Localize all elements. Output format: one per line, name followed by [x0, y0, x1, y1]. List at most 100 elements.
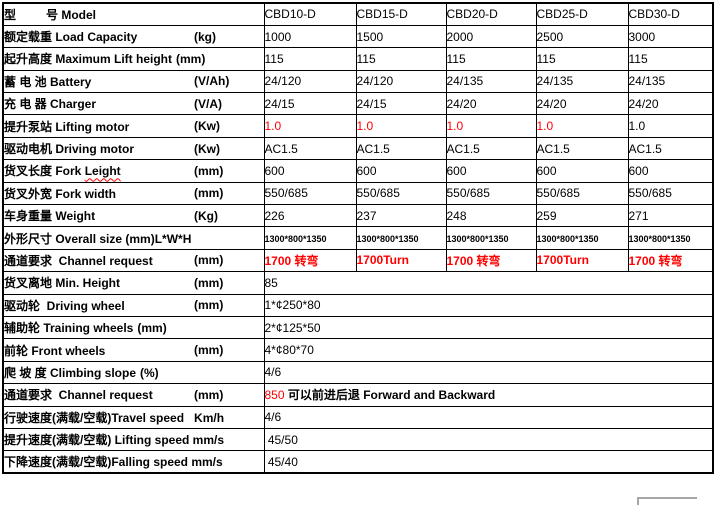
cell-text: CBD20-D [446, 7, 498, 22]
spec-label-cell: 货叉长度 Fork Leight (mm) [2, 159, 265, 183]
spec-row: 货叉离地 Min. Height (mm) 85 [2, 271, 714, 295]
cell-text: 1300*800*1350 [628, 234, 691, 245]
spec-value-cell-merged: 850 可以前进后退 Forward and Backward [263, 383, 714, 407]
spec-value-cell: AC1.5 [627, 136, 714, 161]
spec-label-cell: 驱动电机 Driving motor (Kw) [2, 136, 265, 161]
cell-text: 24/15 [356, 96, 387, 111]
row-label: 驱动轮 Driving wheel [4, 298, 125, 313]
cell-text: 1700Turn [536, 253, 589, 268]
spec-value-cell: 600 [535, 159, 629, 183]
spec-row: 额定载重 Load Capacity (kg) 1000 1500 2000 2500 30… [2, 24, 714, 49]
spec-row: 通道要求 Channel request (mm) 1700 转弯 1700Turn 1… [2, 248, 714, 273]
cell-text: CBD25-D [536, 7, 588, 22]
spec-row: 车身重量 Weight (Kg) 226 237 248 259 271 [2, 204, 714, 228]
row-unit: (V/A) [194, 96, 222, 111]
spec-row: 行驶速度(满载/空载)Travel speed Km/h 4/6 [2, 405, 714, 429]
cell-text: 24/135 [446, 74, 484, 89]
spec-value-cell-merged: 4*¢80*70 [263, 338, 714, 362]
spec-value-cell: 1700Turn [535, 248, 629, 273]
spec-value-cell: 1300*800*1350 [627, 226, 714, 250]
row-unit: (Kg) [194, 208, 218, 223]
spec-value-cell: 2500 [535, 24, 629, 49]
cell-text: 115 [356, 51, 376, 66]
spec-value-cell: 1300*800*1350 [355, 226, 447, 250]
spec-value-cell: 115 [263, 47, 357, 71]
spec-row: 通道要求 Channel request (mm) 850 可以前进后退 Forwa… [2, 383, 714, 407]
cell-text: AC1.5 [356, 141, 390, 156]
spec-label-cell: 货叉离地 Min. Height (mm) [2, 271, 265, 295]
row-label: 前轮 Front wheels [4, 343, 106, 358]
spec-value-cell: 115 [355, 47, 447, 71]
spec-value-cell: 1.0 [355, 114, 447, 138]
spec-value-cell: 271 [627, 204, 714, 228]
spec-value-cell: AC1.5 [355, 136, 447, 161]
model-name-cell: CBD25-D [535, 2, 629, 26]
cell-text: 1300*800*1350 [446, 234, 509, 245]
spec-label-cell: 车身重量 Weight (Kg) [2, 204, 265, 228]
cell-text: AC1.5 [536, 141, 570, 156]
spec-value-cell: 600 [445, 159, 537, 183]
spec-value-cell: 1300*800*1350 [445, 226, 537, 250]
row-label: 通道要求 Channel request [4, 388, 153, 403]
spec-value-cell: 550/685 [355, 181, 447, 206]
cell-text: 4/6 [264, 365, 282, 380]
spec-value-cell: 600 [355, 159, 447, 183]
row-unit: (mm) [194, 343, 224, 358]
row-label: 提升速度(满载/空载) Lifting speed mm/s [4, 433, 225, 448]
cell-text: CBD15-D [356, 7, 408, 22]
row-label: 车身重量 Weight [4, 209, 96, 224]
spec-value-cell: 259 [535, 204, 629, 228]
cell-text: 24/135 [628, 74, 666, 89]
spec-value-cell: 24/20 [535, 92, 629, 116]
spec-value-cell-merged: 45/40 [263, 450, 714, 474]
cell-text: 3000 [628, 29, 656, 44]
row-unit: (%) [140, 365, 159, 380]
cell-text: 550/685 [536, 186, 580, 201]
spec-row: 外形尺寸 Overall size (mm)L*W*H 1300*800*1350… [2, 226, 714, 250]
cell-text: 1300*800*1350 [356, 234, 419, 245]
cell-text: 259 [536, 208, 557, 223]
spec-value-cell: 1000 [263, 24, 357, 49]
spec-value-cell: 24/120 [355, 69, 447, 94]
cell-text: AC1.5 [264, 141, 298, 156]
spec-label-cell: 额定载重 Load Capacity (kg) [2, 24, 265, 49]
spec-row: 起升高度 Maximum Lift height (mm) 115 115 115 115… [2, 47, 714, 71]
cell-text: 24/15 [264, 96, 295, 111]
spec-row: 型 号 Model CBD10-D CBD15-D CBD20-D CBD25-D CBD… [2, 2, 714, 26]
spec-row: 货叉长度 Fork Leight (mm) 600 600 600 600 600 [2, 159, 714, 183]
spec-label-cell: 驱动轮 Driving wheel (mm) [2, 293, 265, 317]
row-label: 行驶速度(满载/空载)Travel speed Km/h [4, 410, 225, 425]
cell-text: AC1.5 [446, 141, 480, 156]
row-label: 型 号 Model [4, 7, 97, 22]
cell-text: 1700 转弯 [264, 253, 319, 268]
spec-label-cell: 爬 坡 度 Climbing slope (%) [2, 360, 265, 385]
spec-table-body: 型 号 Model CBD10-D CBD15-D CBD20-D CBD25-D CBD… [2, 2, 714, 474]
cell-text: 2*¢125*50 [264, 320, 321, 335]
spec-value-cell: 550/685 [627, 181, 714, 206]
cell-text: 24/120 [356, 74, 394, 89]
spec-value-cell: 1700Turn [355, 248, 447, 273]
cell-text: 226 [264, 208, 285, 223]
cell-text: 600 [536, 163, 557, 178]
cell-text: 24/20 [446, 96, 477, 111]
cell-text: 24/20 [536, 96, 567, 111]
cell-text: 1700 转弯 [628, 253, 683, 268]
cell-text: CBD30-D [628, 7, 680, 22]
cell-text: 1.0 [264, 119, 282, 134]
cell-text: 1300*800*1350 [264, 234, 327, 245]
spec-value-cell-merged: 4/6 [263, 405, 714, 429]
spec-value-cell: 115 [535, 47, 629, 71]
model-name-cell: CBD10-D [263, 2, 357, 26]
spec-value-cell: 1.0 [445, 114, 537, 138]
spec-value-cell: AC1.5 [263, 136, 357, 161]
row-label: 货叉离地 Min. Height [4, 276, 120, 291]
cell-text: CBD10-D [264, 7, 316, 22]
cell-text: 4*¢80*70 [264, 343, 314, 358]
spec-row: 前轮 Front wheels (mm) 4*¢80*70 [2, 338, 714, 362]
spec-value-cell: 24/135 [445, 69, 537, 94]
row-label: 下降速度(满载/空载)Falling speed mm/s [4, 455, 223, 470]
spec-value-cell-merged: 1*¢250*80 [263, 293, 714, 317]
spec-label-cell: 前轮 Front wheels (mm) [2, 338, 265, 362]
spec-label-cell: 提升泵站 Lifting motor (Kw) [2, 114, 265, 138]
cell-text: 45/40 [264, 454, 298, 469]
